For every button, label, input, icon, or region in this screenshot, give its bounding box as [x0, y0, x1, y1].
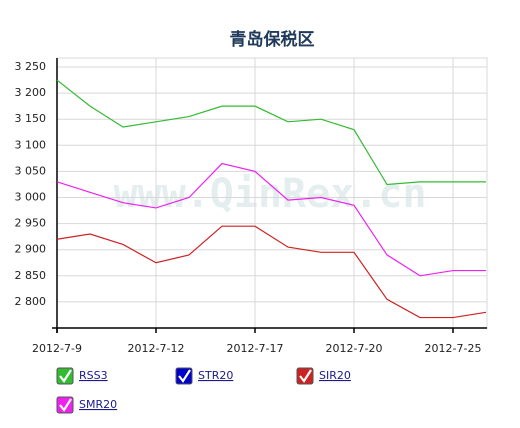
y-tick-label: 3 050 — [15, 164, 47, 177]
y-tick-label: 2 800 — [15, 295, 47, 308]
watermark: www.QinRex.cn — [113, 171, 426, 217]
legend-label[interactable]: RSS3 — [79, 369, 108, 382]
x-tick-label: 2012-7-12 — [128, 342, 185, 355]
x-tick-label: 2012-7-17 — [227, 342, 284, 355]
y-tick-label: 3 150 — [15, 112, 47, 125]
series-line — [56, 79, 486, 186]
y-tick-label: 2 850 — [15, 269, 47, 282]
y-tick-label: 3 250 — [15, 60, 47, 73]
x-tick-label: 2012-7-25 — [425, 342, 482, 355]
y-tick-label: 2 950 — [15, 217, 47, 230]
legend-check — [59, 369, 72, 383]
x-tick-label: 2012-7-9 — [32, 342, 82, 355]
legend-label[interactable]: STR20 — [198, 369, 233, 382]
series-line — [56, 225, 487, 319]
legend-label[interactable]: SIR20 — [319, 369, 351, 382]
y-tick-label: 3 200 — [15, 86, 47, 99]
legend-check — [299, 369, 312, 383]
legend-label[interactable]: SMR20 — [79, 398, 117, 411]
x-tick-label: 2012-7-20 — [326, 342, 383, 355]
chart-title: 青岛保税区 — [230, 29, 315, 50]
legend-check — [178, 369, 191, 383]
y-tick-label: 3 100 — [15, 138, 47, 151]
series-line — [56, 162, 486, 277]
y-tick-label: 3 000 — [15, 191, 47, 204]
y-tick-label: 2 900 — [15, 243, 47, 256]
legend-check — [59, 398, 72, 412]
